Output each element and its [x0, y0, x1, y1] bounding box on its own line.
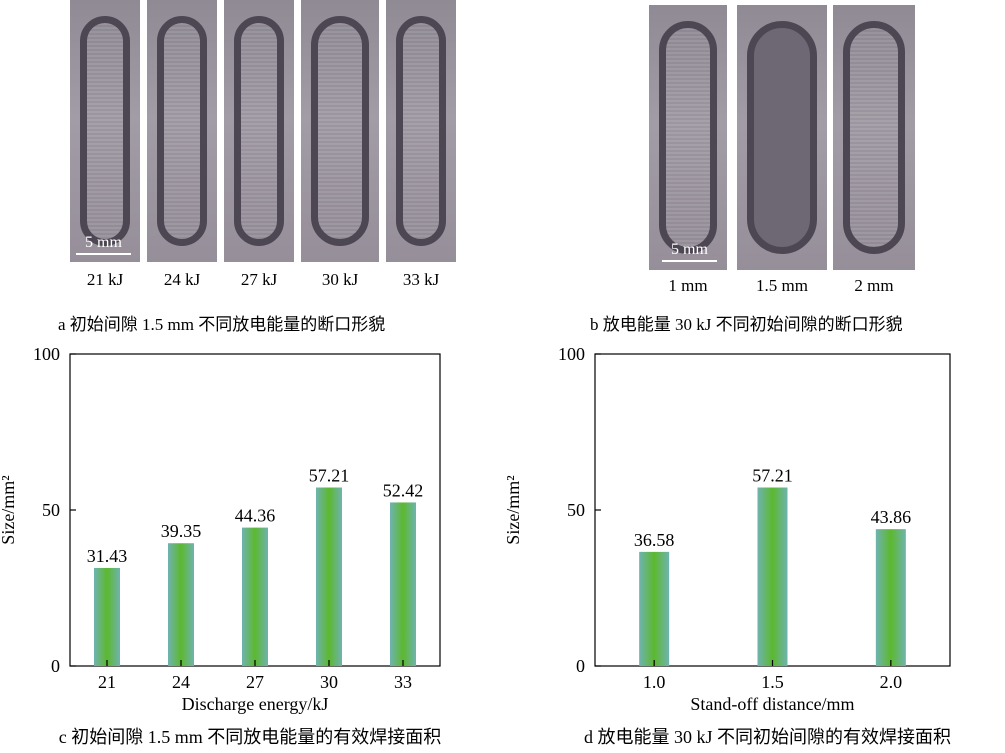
y-tick-label: 100 — [558, 344, 585, 364]
bar-value-label: 39.35 — [161, 521, 202, 541]
x-tick-label: 1.5 — [761, 672, 784, 692]
chart-d: 0 50 100 36.58 1.0 57.21 1.5 43.86 2.0 Stand-off … — [505, 344, 951, 747]
photo-label: 27 kJ — [240, 270, 278, 289]
scale-bar-a: 5 mm — [76, 234, 131, 255]
x-tick-label: 1.0 — [643, 672, 666, 692]
photo-label: 1.5 mm — [756, 276, 808, 295]
bar — [639, 551, 670, 666]
x-tick-label: 21 — [98, 672, 116, 692]
fracture-photo-24kj — [147, 0, 217, 262]
fracture-photo-30kj — [301, 0, 379, 262]
chart-caption: c 初始间隙 1.5 mm 不同放电能量的有效焊接面积 — [59, 727, 442, 747]
bar — [168, 543, 194, 666]
x-axis-label: Discharge energy/kJ — [182, 694, 329, 714]
bar-value-label: 44.36 — [235, 506, 276, 526]
x-tick-label: 24 — [172, 672, 190, 692]
bar — [242, 527, 268, 666]
x-axis-label: Stand-off distance/mm — [690, 694, 854, 714]
bar — [94, 567, 120, 666]
photo-label: 21 kJ — [86, 270, 124, 289]
chart-c: 0 50 100 31.43 21 39.35 24 44.36 27 57.21 30 52.42 3… — [0, 344, 442, 747]
photo-label: 30 kJ — [321, 270, 359, 289]
y-tick-label: 50 — [567, 500, 585, 520]
bar — [390, 502, 416, 666]
y-tick-label: 50 — [42, 500, 60, 520]
bar — [316, 487, 342, 666]
bar-value-label: 43.86 — [871, 507, 912, 527]
fracture-photo-1mm — [649, 5, 727, 270]
y-tick-label: 100 — [33, 344, 60, 364]
bar-value-label: 57.21 — [752, 466, 793, 486]
x-tick-label: 27 — [246, 672, 264, 692]
bar-value-label: 52.42 — [383, 480, 424, 500]
bar-value-label: 57.21 — [309, 466, 350, 486]
panel-b-caption: b 放电能量 30 kJ 不同初始间隙的断口形貌 — [590, 315, 903, 334]
photo-label: 33 kJ — [402, 270, 440, 289]
x-tick-label: 33 — [394, 672, 412, 692]
photo-label: 2 mm — [854, 276, 894, 295]
y-axis-label: Size/mm² — [0, 475, 18, 544]
x-tick-label: 2.0 — [880, 672, 903, 692]
fracture-photo-21kj — [70, 0, 140, 262]
chart-caption: d 放电能量 30 kJ 不同初始间隙的有效焊接面积 — [584, 727, 951, 747]
photo-label: 24 kJ — [163, 270, 201, 289]
bar — [875, 529, 906, 666]
photo-label: 1 mm — [668, 276, 708, 295]
fracture-photo-27kj — [224, 0, 294, 262]
y-axis-label: Size/mm² — [505, 475, 523, 544]
scale-bar-b: 5 mm — [662, 241, 717, 262]
fracture-photo-2mm — [833, 5, 915, 270]
y-tick-label: 0 — [51, 656, 60, 676]
bar — [757, 487, 788, 666]
panel-a-caption: a 初始间隙 1.5 mm 不同放电能量的断口形貌 — [58, 315, 386, 334]
x-tick-label: 30 — [320, 672, 338, 692]
bar-value-label: 36.58 — [634, 530, 675, 550]
fracture-photo-33kj — [386, 0, 456, 262]
y-tick-label: 0 — [576, 656, 585, 676]
fracture-photo-1-5mm — [737, 5, 827, 270]
bar-value-label: 31.43 — [87, 546, 128, 566]
